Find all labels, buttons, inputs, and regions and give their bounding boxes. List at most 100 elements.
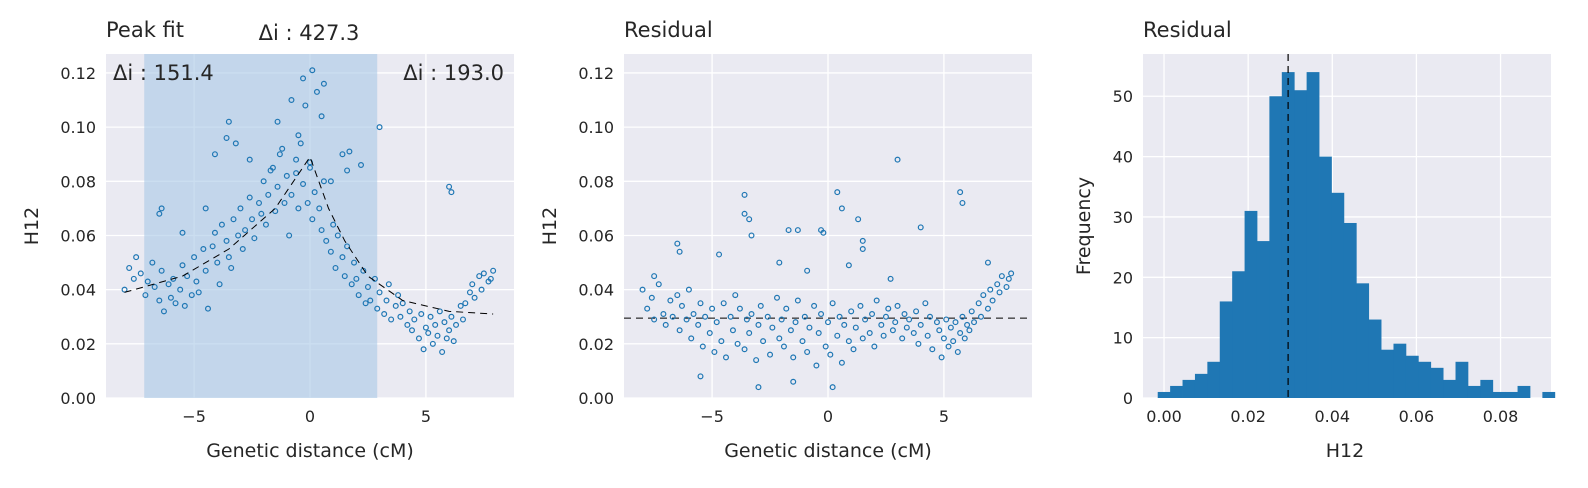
data-point [205, 305, 212, 312]
data-point [420, 346, 427, 353]
data-point [889, 327, 896, 334]
data-point [880, 332, 887, 339]
histogram-bar [1430, 367, 1444, 398]
data-point [922, 300, 929, 307]
data-point [281, 199, 288, 206]
data-point [346, 148, 353, 155]
data-point [211, 229, 218, 236]
data-point [242, 227, 249, 234]
data-point [200, 246, 207, 253]
y-tick-label: 0.00 [578, 389, 614, 408]
data-point [258, 210, 265, 217]
y-tick-label: 0.04 [578, 281, 614, 300]
data-point [940, 335, 947, 342]
data-point [887, 275, 894, 282]
data-point [964, 321, 971, 328]
data-point [776, 259, 783, 266]
data-point [156, 297, 163, 304]
data-point [425, 329, 432, 336]
data-point [699, 343, 706, 350]
data-point [913, 308, 920, 315]
data-point [662, 321, 669, 328]
data-point [977, 313, 984, 320]
y-tick-label: 0.00 [60, 389, 96, 408]
data-point [286, 232, 293, 239]
data-point [374, 305, 381, 312]
data-point [179, 262, 186, 269]
data-point [827, 351, 834, 358]
y-tick-label: 50 [1113, 87, 1133, 106]
annotation-delta-right: Δi : 193.0 [403, 61, 504, 85]
data-point [300, 75, 307, 82]
data-point [302, 102, 309, 109]
y-tick-label: 30 [1113, 208, 1133, 227]
data-point [126, 264, 133, 271]
data-point [845, 262, 852, 269]
data-point [181, 302, 188, 309]
data-point [1003, 283, 1010, 290]
data-point [376, 289, 383, 296]
data-point [767, 351, 774, 358]
data-point [446, 183, 453, 190]
y-tick-label: 0.02 [578, 335, 614, 354]
data-point [300, 181, 307, 188]
data-point [293, 156, 300, 163]
data-point [334, 232, 341, 239]
data-point [307, 164, 314, 171]
histogram-bar [1157, 391, 1171, 398]
data-point [748, 232, 755, 239]
data-point [276, 151, 283, 158]
data-point [736, 305, 743, 312]
data-point [834, 332, 841, 339]
data-point [936, 327, 943, 334]
data-point [355, 292, 362, 299]
data-point [778, 316, 785, 323]
data-point [316, 205, 323, 212]
histogram-bar [1480, 379, 1494, 398]
data-point [743, 316, 750, 323]
y-tick-label: 0 [1123, 389, 1133, 408]
data-point [764, 313, 771, 320]
histogram-bar [1256, 241, 1270, 398]
data-point [729, 327, 736, 334]
data-point [1008, 270, 1015, 277]
histogram-bar [1194, 373, 1208, 398]
data-point [811, 302, 818, 309]
panel-title: Residual [624, 18, 713, 42]
data-point [755, 384, 762, 391]
data-point [202, 267, 209, 274]
data-point [249, 216, 256, 223]
y-axis-label: Frequency [1073, 177, 1095, 275]
y-tick-labels: 0.00 0.02 0.04 0.06 0.08 0.10 0.12 [60, 64, 96, 408]
data-point [446, 327, 453, 334]
data-point [989, 297, 996, 304]
data-point [151, 283, 158, 290]
y-tick-label: 0.10 [60, 118, 96, 137]
data-point [695, 321, 702, 328]
data-point [873, 297, 880, 304]
data-point [209, 243, 216, 250]
data-point [235, 232, 242, 239]
shaded-region-layer [144, 54, 378, 398]
data-point [288, 191, 295, 198]
data-point [954, 348, 961, 355]
data-point [894, 302, 901, 309]
data-point [385, 281, 392, 288]
data-point [320, 178, 327, 185]
data-point [260, 178, 267, 185]
data-point [327, 248, 334, 255]
data-point [158, 205, 165, 212]
data-point [309, 67, 316, 74]
data-point [841, 321, 848, 328]
data-point [799, 338, 806, 345]
data-point [892, 319, 899, 326]
data-point [804, 267, 811, 274]
data-point [339, 151, 346, 158]
data-point [327, 178, 334, 185]
data-point [211, 151, 218, 158]
histogram-bar [1232, 271, 1245, 398]
data-point [262, 221, 269, 228]
y-tick-labels: 0 10 20 30 40 50 [1113, 87, 1133, 408]
data-point [156, 210, 163, 217]
histogram-bar [1219, 301, 1233, 398]
